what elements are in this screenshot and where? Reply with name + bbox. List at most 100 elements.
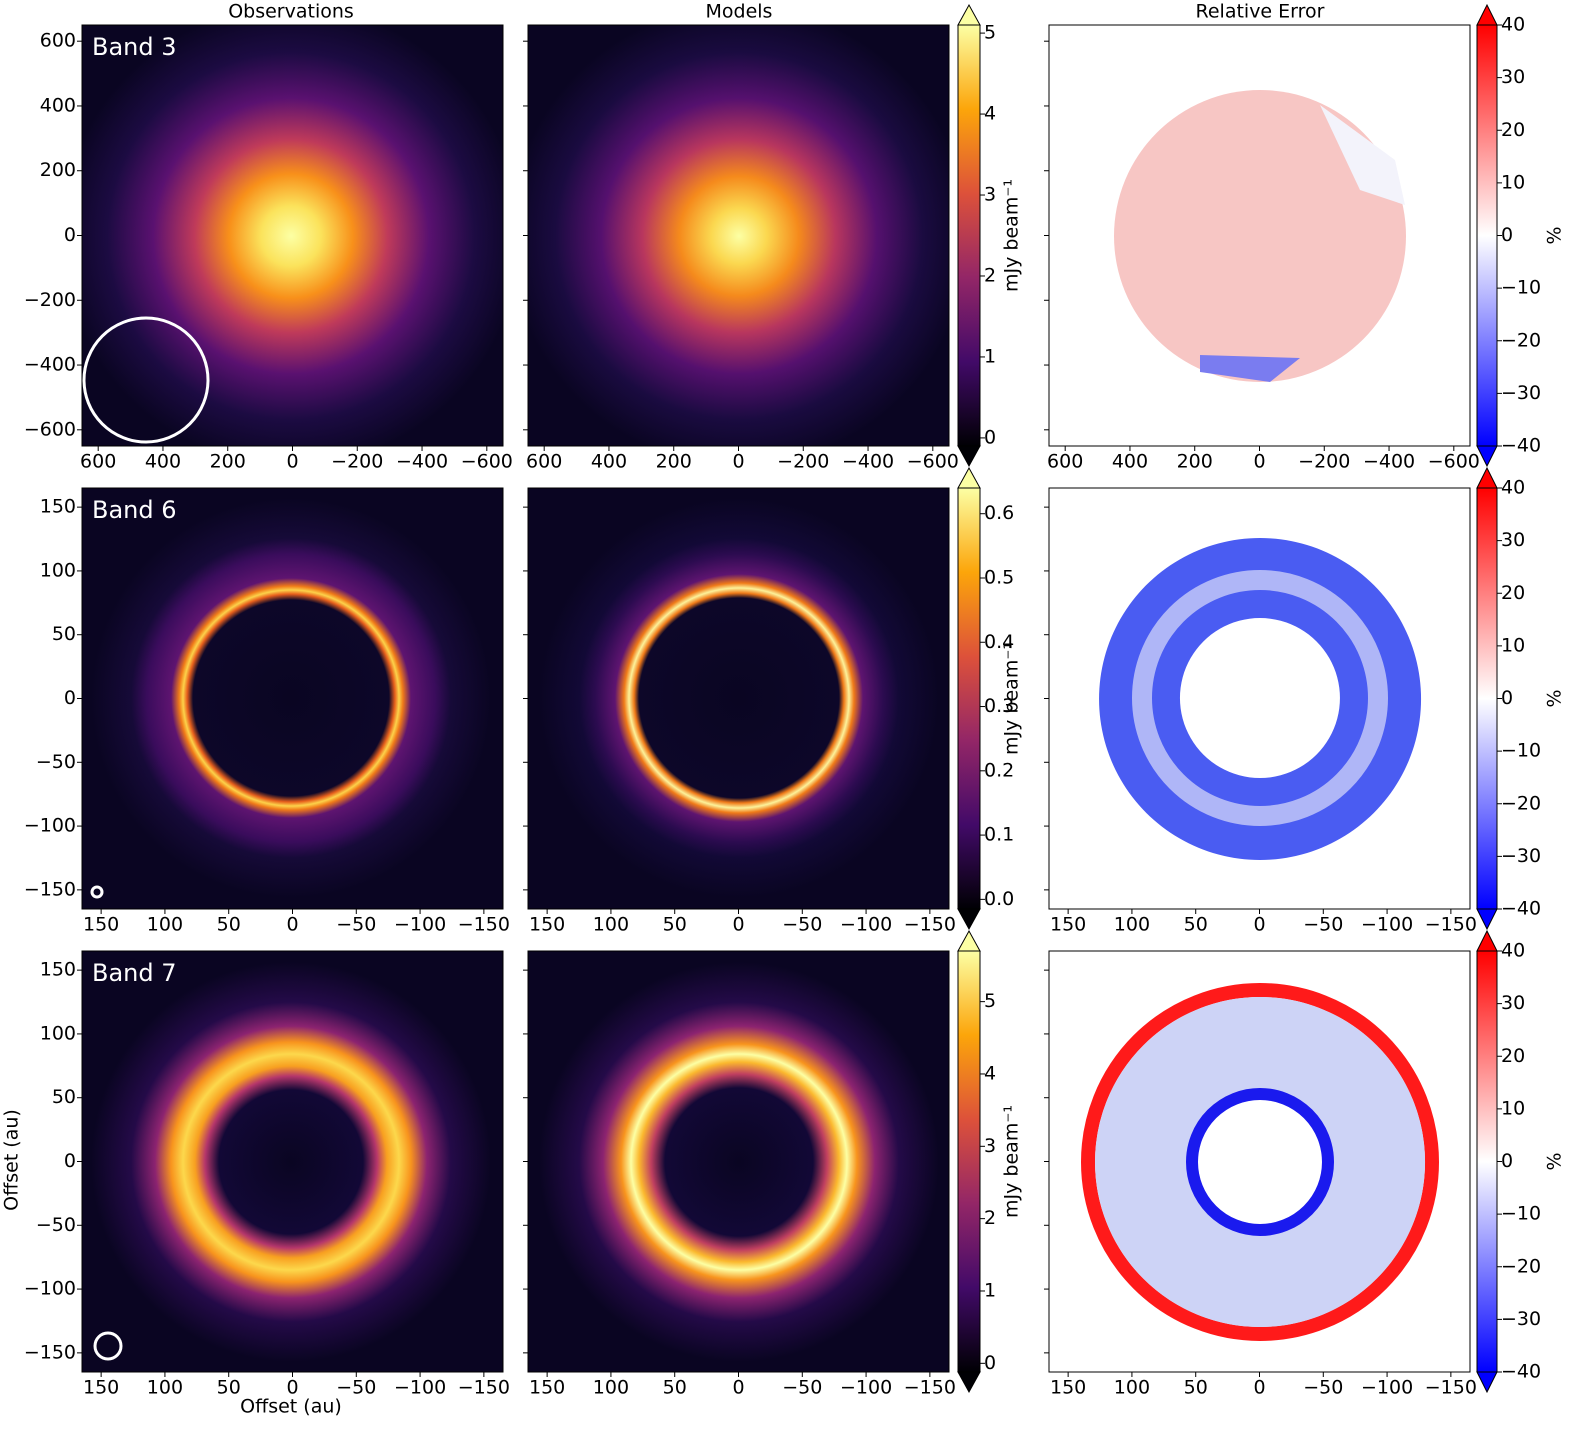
- x-tick-label: 50: [1184, 1377, 1208, 1399]
- colorbar-tick-label: −20: [1501, 1255, 1541, 1277]
- x-tick-label: −150: [1425, 914, 1477, 936]
- colorbar-tick-label: 2: [984, 1207, 996, 1229]
- x-tick-label: −150: [904, 914, 956, 936]
- x-tick-label: −200: [777, 451, 829, 473]
- x-tick-label: 0: [1253, 451, 1265, 473]
- colorbar-tick-label: −40: [1501, 1361, 1541, 1383]
- y-tick-label: −150: [24, 1341, 76, 1363]
- colorbar: [1476, 24, 1498, 447]
- y-tick-label: −400: [24, 354, 76, 376]
- colorbar-tick-label: 1: [984, 345, 996, 367]
- y-tick-label: −600: [24, 418, 76, 440]
- x-tick-label: 400: [145, 451, 181, 473]
- colorbar-tick-label: 0.2: [984, 759, 1014, 781]
- x-tick-label: 100: [1114, 914, 1150, 936]
- colorbar-label: mJy beam⁻¹: [1001, 642, 1023, 755]
- x-tick-label: 0: [286, 1377, 298, 1399]
- x-tick-label: 50: [217, 914, 241, 936]
- y-tick-label: 50: [52, 1086, 76, 1108]
- y-tick-label: 0: [64, 1150, 76, 1172]
- x-tick-label: 0: [286, 451, 298, 473]
- x-tick-label: 0: [286, 914, 298, 936]
- y-tick-label: −100: [24, 1278, 76, 1300]
- x-tick-label: 100: [147, 1377, 183, 1399]
- y-tick-label: −150: [24, 878, 76, 900]
- colorbar-tick-label: 10: [1501, 171, 1525, 193]
- colorbar-tick-label: 3: [984, 184, 996, 206]
- colorbar-tick-label: 5: [984, 990, 996, 1012]
- x-tick-label: 100: [593, 914, 629, 936]
- y-tick-label: 150: [40, 959, 76, 981]
- beam: [90, 885, 104, 899]
- colorbar-extend: [1476, 908, 1498, 931]
- colorbar-tick-label: −10: [1501, 1203, 1541, 1225]
- x-tick-label: −50: [1303, 1377, 1343, 1399]
- colorbar-extend: [1476, 466, 1498, 489]
- y-tick-label: −50: [36, 1214, 76, 1236]
- band-label: Band 6: [92, 496, 177, 524]
- x-tick-label: 150: [1050, 1377, 1086, 1399]
- x-tick-label: −400: [842, 451, 894, 473]
- x-tick-label: 50: [1184, 914, 1208, 936]
- y-tick-label: −50: [36, 751, 76, 773]
- colorbar: [957, 487, 981, 910]
- beam: [82, 316, 210, 444]
- colorbar-tick-label: 0.3: [984, 695, 1014, 717]
- x-tick-label: −100: [1361, 914, 1413, 936]
- colorbar-extend: [957, 466, 981, 489]
- y-tick-label: −100: [24, 815, 76, 837]
- colorbar-tick-label: 0.4: [984, 631, 1014, 653]
- x-tick-label: −200: [331, 451, 383, 473]
- colorbar-extend: [957, 3, 981, 26]
- x-tick-label: −50: [782, 914, 822, 936]
- colorbar-tick-label: −30: [1501, 845, 1541, 867]
- colorbar-tick-label: 4: [984, 1062, 996, 1084]
- error-map: [1095, 997, 1426, 1327]
- colorbar-tick-label: −20: [1501, 329, 1541, 351]
- x-tick-label: 0: [732, 451, 744, 473]
- x-tick-label: −600: [907, 451, 959, 473]
- y-tick-label: 200: [40, 159, 76, 181]
- error-patch: [1132, 570, 1388, 826]
- colorbar-tick-label: 0: [1501, 224, 1513, 246]
- colorbar-extend: [957, 1371, 981, 1394]
- x-tick-label: −150: [1425, 1377, 1477, 1399]
- x-tick-label: −400: [1363, 451, 1415, 473]
- colorbar-tick-label: 10: [1501, 634, 1525, 656]
- colorbar-tick-label: 4: [984, 103, 996, 125]
- colorbar-extend: [1476, 445, 1498, 468]
- x-tick-label: 0: [732, 914, 744, 936]
- x-tick-label: 200: [210, 451, 246, 473]
- x-tick-label: −50: [782, 1377, 822, 1399]
- colorbar-label: mJy beam⁻¹: [1001, 1105, 1023, 1218]
- colorbar-tick-label: −40: [1501, 898, 1541, 920]
- y-tick-label: −200: [24, 289, 76, 311]
- x-tick-label: 100: [593, 1377, 629, 1399]
- x-tick-label: 600: [526, 451, 562, 473]
- colorbar: [957, 950, 981, 1373]
- x-tick-label: 50: [663, 1377, 687, 1399]
- colorbar-tick-label: 30: [1501, 529, 1525, 551]
- x-tick-label: 600: [80, 451, 116, 473]
- colorbar-label: %: [1544, 689, 1566, 707]
- observation-image: [82, 25, 503, 446]
- colorbar-label: %: [1544, 226, 1566, 244]
- colorbar: [957, 24, 981, 447]
- y-tick-label: 150: [40, 496, 76, 518]
- x-tick-label: 100: [1114, 1377, 1150, 1399]
- y-tick-label: 600: [40, 30, 76, 52]
- model-image: [528, 951, 949, 1372]
- model-image: [528, 488, 949, 909]
- colorbar-tick-label: 40: [1501, 477, 1525, 499]
- x-tick-label: 150: [529, 1377, 565, 1399]
- y-tick-label: 100: [40, 559, 76, 581]
- error-patch: [1320, 105, 1405, 205]
- x-tick-label: 150: [83, 1377, 119, 1399]
- y-tick-label: 100: [40, 1022, 76, 1044]
- band-label: Band 7: [92, 959, 177, 987]
- x-tick-label: 400: [1112, 451, 1148, 473]
- beam: [93, 1331, 123, 1361]
- x-tick-label: −100: [394, 1377, 446, 1399]
- colorbar-tick-label: 0: [1501, 1150, 1513, 1172]
